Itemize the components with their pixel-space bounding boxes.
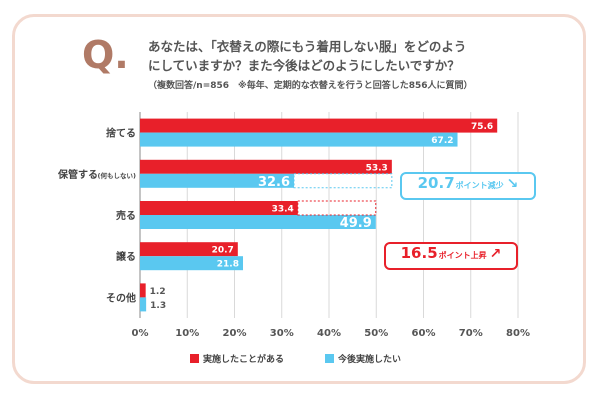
data-label: 1.2: [150, 287, 166, 297]
x-tick-label: 40%: [317, 328, 341, 339]
x-tick-label: 20%: [223, 328, 247, 339]
bar: [140, 173, 295, 188]
x-tick-label: 10%: [175, 328, 199, 339]
data-label: 32.6: [258, 175, 290, 190]
bar: [140, 118, 498, 133]
arrow-up-icon: ↗: [489, 246, 502, 262]
callout-decrease: 20.7 ポイント減少 ↘: [400, 172, 536, 200]
category-label: 譲る: [116, 250, 136, 263]
legend-item-1: 実施したことがある: [190, 352, 284, 365]
bar: [140, 132, 458, 147]
legend-swatch-1: [190, 354, 199, 363]
data-label: 21.8: [217, 260, 239, 270]
increase-outline: [297, 200, 377, 216]
legend-swatch-2: [325, 354, 334, 363]
data-label: 53.3: [366, 163, 388, 173]
bar: [140, 256, 244, 271]
x-tick-label: 80%: [506, 328, 530, 339]
category-label: 保管する: [57, 168, 98, 181]
decrease-outline: [293, 173, 393, 189]
data-label: 67.2: [431, 136, 453, 146]
x-tick-label: 50%: [364, 328, 388, 339]
callout-decrease-unit: ポイント減少: [455, 181, 504, 190]
data-label: 33.4: [272, 205, 294, 215]
callout-increase-unit: ポイント上昇: [438, 251, 487, 260]
data-label: 1.3: [150, 301, 166, 311]
bar: [140, 215, 376, 229]
x-tick-label: 70%: [459, 328, 483, 339]
category-label: 捨てる: [106, 127, 136, 140]
data-label: 49.9: [340, 216, 372, 231]
callout-increase: 16.5 ポイント上昇 ↗: [384, 242, 518, 270]
bar: [140, 159, 392, 174]
question-text: あなたは、「衣替えの際にもう着用しない服」をどのよう にしていますか？また今後は…: [148, 37, 568, 75]
legend-item-2: 今後実施したい: [325, 352, 401, 365]
x-tick-label: 60%: [412, 328, 436, 339]
bar: [140, 283, 146, 298]
question-line-2: にしていますか？また今後はどのようにしたいですか？: [148, 58, 460, 73]
x-tick-label: 30%: [270, 328, 294, 339]
question-note: （複数回答/n=856 ※毎年、定期的な衣替えを行うと回答した856人に質問）: [148, 81, 473, 91]
arrow-down-icon: ↘: [506, 176, 519, 192]
callout-decrease-value: 20.7: [417, 174, 455, 192]
data-label: 75.6: [471, 122, 493, 132]
category-label: 売る: [116, 209, 136, 222]
question-line-1: あなたは、「衣替えの際にもう着用しない服」をどのよう: [148, 39, 467, 54]
question-mark: Q.: [82, 33, 129, 77]
bar: [140, 201, 298, 215]
bar: [140, 242, 238, 257]
legend-label-1: 実施したことがある: [203, 355, 285, 365]
callout-increase-value: 16.5: [400, 244, 438, 262]
category-sublabel: (何もしない): [98, 171, 136, 180]
x-tick-label: 0%: [132, 328, 149, 339]
data-label: 20.7: [212, 246, 234, 256]
bar: [140, 297, 147, 312]
legend-label-2: 今後実施したい: [338, 355, 402, 365]
category-label: その他: [106, 291, 136, 304]
